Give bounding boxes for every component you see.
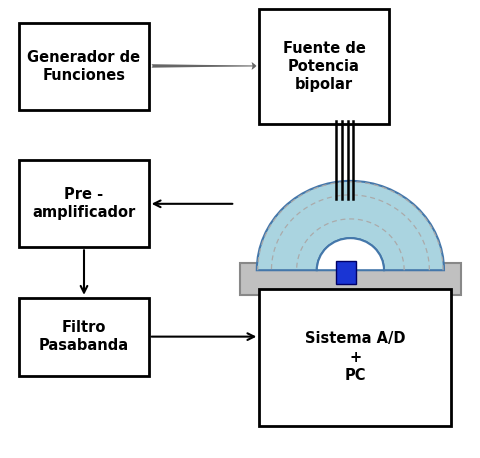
Text: Filtro: Filtro (62, 320, 106, 335)
Bar (19, 160, 149, 247)
Text: Pasabanda: Pasabanda (39, 338, 129, 353)
Text: amplificador: amplificador (32, 206, 136, 220)
Bar (336, 261, 356, 284)
Text: +: + (349, 350, 361, 365)
Text: Funciones: Funciones (43, 68, 125, 83)
Bar (259, 289, 451, 426)
Text: bipolar: bipolar (295, 77, 353, 92)
Text: Pre -: Pre - (64, 187, 104, 202)
Text: Fuente de: Fuente de (283, 41, 365, 55)
Text: Potencia: Potencia (288, 59, 360, 74)
Text: PC: PC (345, 368, 366, 383)
Bar (259, 9, 389, 124)
Bar (19, 298, 149, 376)
Text: Sistema A/D: Sistema A/D (305, 332, 406, 346)
Bar (240, 263, 461, 295)
Bar (19, 23, 149, 110)
Wedge shape (317, 238, 384, 270)
Text: Generador de: Generador de (27, 50, 141, 65)
Wedge shape (257, 181, 444, 270)
